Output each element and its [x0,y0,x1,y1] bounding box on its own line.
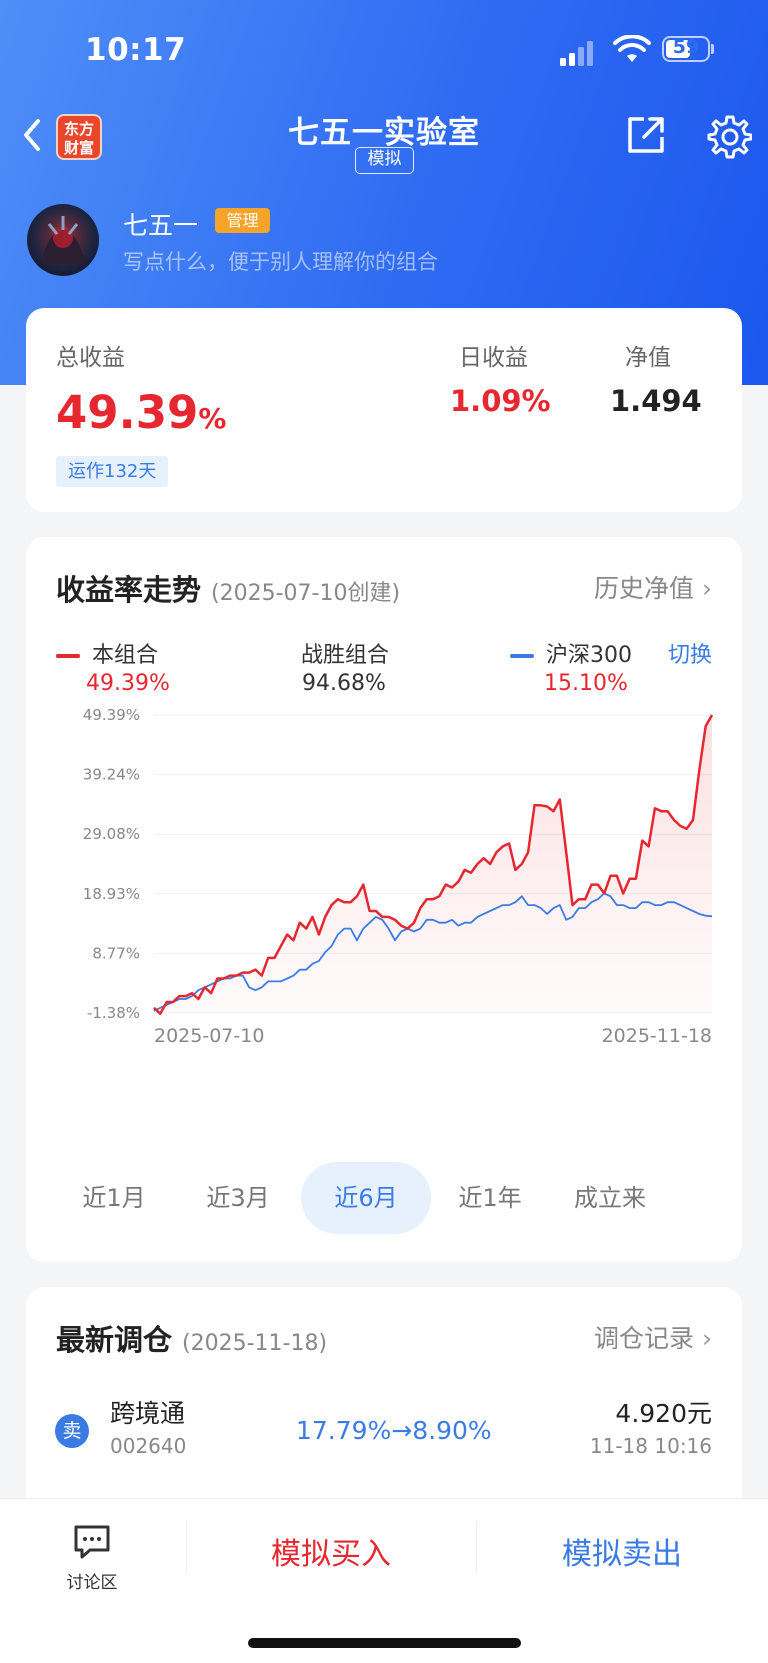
history-nav-label: 历史净值 [593,574,694,603]
hs300-series-line [153,892,713,1012]
stock-code: 002640 [110,1434,187,1458]
legend-portfolio: 本组合 [56,637,158,669]
list-item[interactable]: 卖 跨境通 002640 17.79%→8.90% 4.920元 11-18 1… [26,1382,742,1482]
divider [476,1521,477,1573]
divider [186,1521,187,1573]
rebalance-title: 最新调仓 (2025-11-18) [56,1317,327,1359]
summary-card: 总收益 49.39% 运作132天 日收益 1.09% 净值 1.494 [26,308,742,512]
trade-time: 11-18 10:16 [589,1434,712,1458]
admin-badge: 管理 [215,208,270,233]
portfolio-area [154,715,712,1014]
legend-hs300-name: 沪深300 [546,643,632,668]
simulation-tag: 模拟 [355,147,414,174]
home-indicator [248,1638,521,1648]
legend-hs300-value: 15.10% [544,671,628,696]
app-logo: 东方 财富 [56,114,102,160]
period-tabs: 近1月 近3月 近6月 近1年 成立来 [26,1162,742,1234]
return-chart: 49.39% 39.24% 29.08% 18.93% 8.77% -1.38% 2025-… [83,707,714,1047]
status-bar: 10:17 59 [0,0,768,100]
status-time: 10:17 [85,32,187,68]
tab-6m[interactable]: 近6月 [301,1162,431,1234]
bottom-action-bar: 讨论区 模拟买入 模拟卖出 [0,1498,768,1663]
history-nav-link[interactable]: 历史净值 › [594,569,712,605]
chat-bubble-icon [74,1525,110,1559]
page-title: 七五一实验室 [288,115,480,151]
discussion-label: 讨论区 [66,1573,118,1593]
avatar[interactable] [27,204,99,276]
chevron-right-icon: › [702,1324,712,1353]
position-ratio-change: 17.79%→8.90% [296,1416,492,1445]
legend-red-line [56,654,80,658]
tab-1y[interactable]: 近1年 [458,1184,522,1212]
x-tick-label: 2025-11-18 [602,1025,712,1047]
logo-text-bottom: 财富 [63,139,94,157]
total-return-label: 总收益 [56,345,125,371]
cellular-signal-icon [560,38,600,66]
trend-created-date: (2025-07-10创建) [211,581,401,606]
tab-since-inception[interactable]: 成立来 [574,1184,646,1212]
simulated-sell-button[interactable]: 模拟卖出 [562,1537,682,1572]
rebalance-record-label: 调仓记录 [593,1324,694,1353]
trade-price: 4.920元 [615,1399,712,1428]
legend-beat-name: 战胜组合 [301,643,390,668]
legend-portfolio-name: 本组合 [92,643,159,668]
legend-blue-line [510,654,534,658]
total-return-value: 49.39% [56,386,226,439]
simulated-buy-button[interactable]: 模拟买入 [271,1537,391,1572]
battery-tip [711,44,714,54]
total-return-unit: % [198,402,227,435]
tab-1m[interactable]: 近1月 [82,1184,146,1212]
rebalance-card: 最新调仓 (2025-11-18) 调仓记录 › 卖 跨境通 002640 17.7… [26,1287,742,1527]
trend-card: 收益率走势 (2025-07-10创建) 历史净值 › 本组合 49.39% 战胜组… [26,537,742,1262]
net-value-label: 净值 [625,345,671,371]
settings-gear-icon[interactable] [706,113,752,159]
legend-beat: 战胜组合 [301,637,389,669]
profile-row: 七五一 管理 写点什么，便于别人理解你的组合 [0,200,768,280]
legend-beat-value: 94.68% [302,671,386,696]
discussion-button[interactable]: 讨论区 [52,1524,132,1593]
stock-name: 跨境通 [110,1399,186,1428]
rebalance-record-link[interactable]: 调仓记录 › [594,1319,712,1355]
portfolio-series-line [153,714,714,1015]
total-return-number: 49.39 [56,386,199,439]
battery-icon: 59 [662,36,710,62]
x-tick-label: 2025-07-10 [154,1025,264,1047]
daily-return-label: 日收益 [459,345,528,371]
logo-text-top: 东方 [63,120,94,138]
top-nav: 东方 财富 七五一实验室 模拟 [0,105,768,185]
y-tick-label: 18.93% [83,885,140,903]
wifi-icon [613,35,651,62]
y-tick-label: -1.38% [87,1004,140,1022]
y-tick-label: 39.24% [83,766,140,784]
trend-title: 收益率走势 (2025-07-10创建) [56,567,400,609]
share-icon[interactable] [624,113,668,157]
net-value: 1.494 [610,384,702,418]
rebalance-title-text: 最新调仓 [56,1323,173,1357]
legend-hs300: 沪深300 [510,637,632,669]
trend-title-text: 收益率走势 [56,573,202,607]
sell-action-icon: 卖 [55,1414,89,1448]
y-tick-label: 29.08% [83,825,140,843]
user-bio[interactable]: 写点什么，便于别人理解你的组合 [123,250,438,274]
y-tick-label: 49.39% [83,707,140,724]
back-arrow-icon[interactable] [16,115,48,155]
running-days-badge: 运作132天 [56,456,169,487]
tab-3m[interactable]: 近3月 [206,1184,270,1212]
user-name: 七五一 [123,211,199,240]
daily-return-value: 1.09% [450,384,551,418]
legend-portfolio-value: 49.39% [86,671,170,696]
rebalance-date: (2025-11-18) [182,1331,328,1356]
switch-benchmark-button[interactable]: 切换 [667,643,712,668]
chevron-right-icon: › [702,574,712,603]
battery-level: 59 [672,36,700,58]
y-tick-label: 8.77% [92,944,140,962]
